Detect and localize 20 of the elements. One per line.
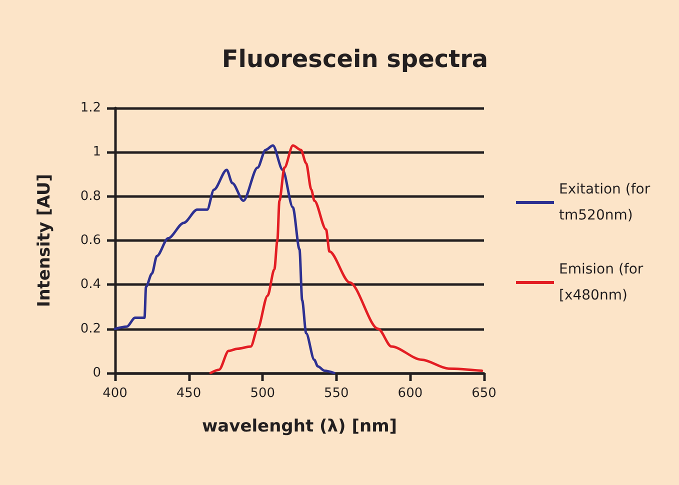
line-series — [114, 144, 336, 374]
line-series — [209, 144, 484, 374]
chart-title: Fluorescein spectra — [222, 45, 488, 73]
x-tick-label: 650 — [472, 386, 496, 401]
y-tick-label: 0.8 — [80, 188, 101, 204]
y-tick-label: 1 — [92, 144, 101, 160]
x-tick-label: 500 — [250, 386, 276, 401]
x-tick-label: 600 — [398, 386, 423, 401]
y-tick-label: 0.6 — [80, 233, 101, 248]
y-tick-label: 0.4 — [80, 277, 101, 292]
x-tick-label: 550 — [324, 386, 349, 401]
x-axis-title: wavelenght (λ) [nm] — [202, 416, 398, 436]
y-tick-label: 0.2 — [80, 321, 101, 336]
y-tick-label: 1.2 — [80, 100, 101, 116]
y-tick-label: 0 — [92, 366, 101, 380]
legend-label: Emision (for [x480nm) — [559, 262, 648, 304]
x-tick-label: 400 — [102, 386, 128, 401]
legend-label: Exitation (for tm520nm) — [559, 182, 655, 224]
y-axis-title: Intensity [AU] — [34, 174, 54, 308]
x-tick-label: 450 — [176, 386, 202, 401]
